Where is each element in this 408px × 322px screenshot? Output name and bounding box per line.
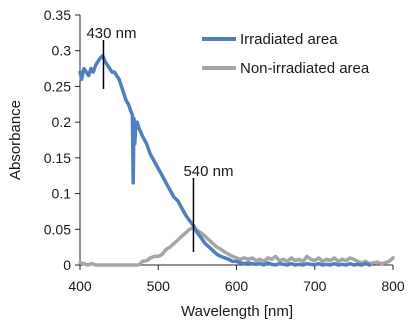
- y-tick-label: 0.3: [52, 43, 72, 59]
- y-tick-label: 0.25: [44, 78, 71, 94]
- y-tick-label: 0.05: [44, 221, 71, 237]
- legend: Irradiated area Non-irradiated area: [202, 31, 370, 77]
- y-tick-label: 0.35: [44, 7, 71, 23]
- x-tick-label: 500: [147, 278, 171, 294]
- legend-label-irradiated: Irradiated area: [240, 31, 338, 48]
- series-line-irradiated: [78, 53, 372, 267]
- series-line-non-irradiated: [78, 226, 395, 267]
- y-tick-label: 0: [63, 257, 71, 273]
- x-axis-title: Wavelength [nm]: [181, 303, 293, 320]
- annotation-label-430: 430 nm: [86, 25, 136, 42]
- x-tick-label: 400: [68, 278, 92, 294]
- y-tick-label: 0.15: [44, 150, 71, 166]
- x-tick-label: 700: [303, 278, 327, 294]
- y-axis-title: Absorbance: [7, 100, 24, 180]
- legend-label-non-irradiated: Non-irradiated area: [240, 60, 370, 77]
- x-tick-label: 800: [381, 278, 405, 294]
- y-tick-label: 0.2: [52, 114, 72, 130]
- y-tick-label: 0.1: [52, 186, 72, 202]
- annotation-label-540: 540 nm: [183, 163, 233, 180]
- x-tick-label: 600: [225, 278, 249, 294]
